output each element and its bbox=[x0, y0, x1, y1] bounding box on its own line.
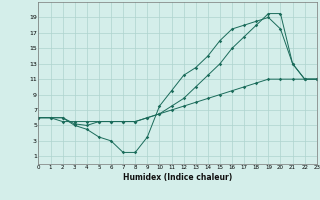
X-axis label: Humidex (Indice chaleur): Humidex (Indice chaleur) bbox=[123, 173, 232, 182]
